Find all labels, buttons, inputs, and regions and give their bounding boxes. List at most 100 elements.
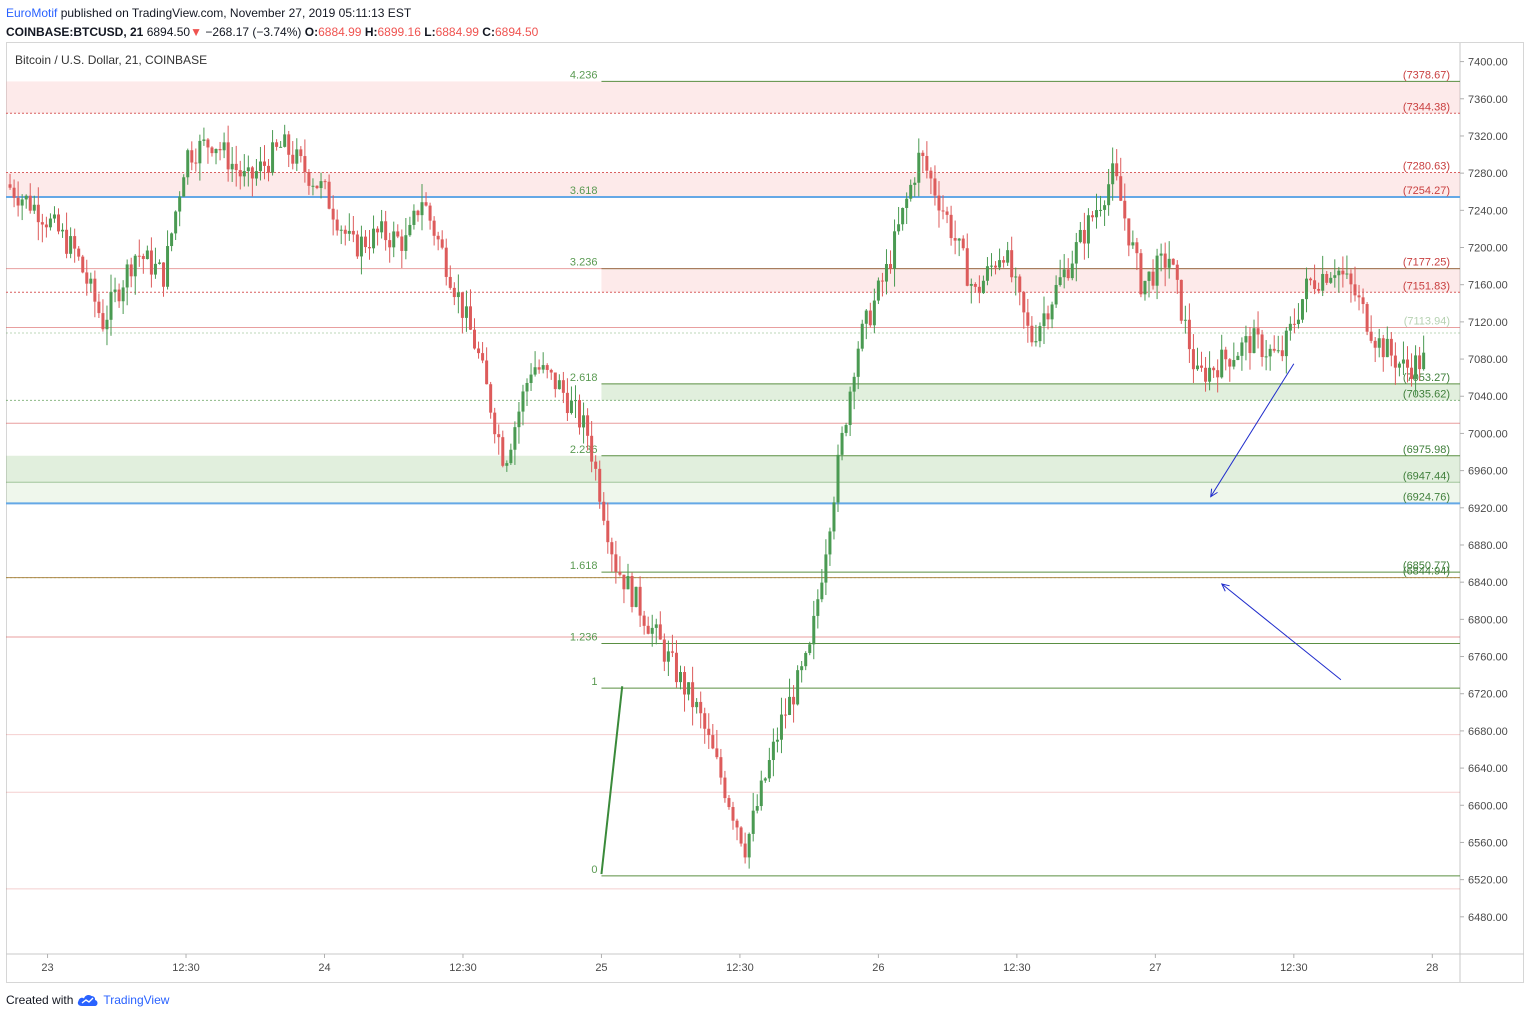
candle-body <box>1042 313 1046 327</box>
y-tick-label-19: 7240.00 <box>1468 205 1508 217</box>
y-tick-label-8: 6800.00 <box>1468 614 1508 626</box>
candle-body <box>12 187 16 198</box>
y-tick-label-1: 6520.00 <box>1468 875 1508 887</box>
candle-body <box>1115 163 1119 177</box>
candle-body <box>69 236 73 254</box>
candle-body <box>1280 350 1284 357</box>
candle-body <box>1034 341 1038 343</box>
candle-body <box>561 380 565 393</box>
candle-body <box>582 415 586 428</box>
candle-body <box>917 152 921 183</box>
candle-body <box>376 228 380 233</box>
candle-body <box>1171 258 1175 265</box>
candle-body <box>1292 323 1296 325</box>
candle-body <box>941 210 945 212</box>
candle-body <box>24 195 28 200</box>
candle-body <box>674 652 678 683</box>
candle-body <box>242 171 246 177</box>
publish-line: EuroMotif published on TradingView.com, … <box>6 4 538 23</box>
fib-label-0: 4.236 <box>570 69 598 81</box>
candle-body <box>1357 295 1361 298</box>
candle-body <box>989 265 993 267</box>
candle-body <box>994 265 998 268</box>
candle-body <box>828 531 832 555</box>
x-tick-label-4: 25 <box>595 962 607 974</box>
candle-body <box>630 576 634 607</box>
candle-body <box>913 182 917 185</box>
candle-body <box>509 449 513 464</box>
candle-body <box>638 586 642 616</box>
candle-body <box>553 372 557 390</box>
candle-body <box>32 204 36 211</box>
candle-body <box>1099 209 1103 211</box>
candle-body <box>295 149 299 164</box>
candle-body <box>202 139 206 141</box>
price-label-2: (7280.63) <box>1403 161 1450 173</box>
fib-label-4: 2.236 <box>570 444 598 456</box>
candle-body <box>1187 319 1191 350</box>
candle-body <box>1022 292 1026 313</box>
candle-body <box>262 161 266 166</box>
candle-body <box>473 329 477 349</box>
candle-body <box>1062 269 1066 278</box>
candle-body <box>1296 319 1300 325</box>
candle-body <box>957 238 961 241</box>
candle-body <box>1248 336 1252 354</box>
price-label-13: (6844.94) <box>1403 566 1450 578</box>
candle-body <box>319 181 323 189</box>
candle-body <box>1163 253 1167 268</box>
candle-body <box>953 238 957 241</box>
zone-green-4 <box>6 455 1460 483</box>
candle-body <box>1260 334 1264 358</box>
candle-body <box>137 255 141 257</box>
candle-body <box>424 202 428 206</box>
x-tick-label-8: 27 <box>1149 962 1161 974</box>
candle-body <box>347 230 351 234</box>
candle-body <box>1074 242 1078 264</box>
candle-body <box>275 142 279 147</box>
candle-body <box>1224 349 1228 360</box>
zone-green-light-5 <box>6 482 1460 504</box>
author-link[interactable]: EuroMotif <box>6 6 58 20</box>
candle-body <box>1030 325 1034 343</box>
candle-body <box>1240 342 1244 356</box>
candle-body <box>654 624 658 628</box>
candle-body <box>590 435 594 462</box>
candle-body <box>719 757 723 778</box>
candle-body <box>1119 176 1123 201</box>
chart-frame[interactable] <box>6 42 1524 983</box>
candle-body <box>335 219 339 231</box>
candle-body <box>125 264 129 288</box>
candle-body <box>909 184 913 199</box>
candle-body <box>751 810 755 834</box>
candle-body <box>28 195 32 211</box>
candle-body <box>485 360 489 385</box>
candle-body <box>666 651 670 662</box>
close-value: 6894.50 <box>494 25 539 39</box>
candle-body <box>796 670 800 705</box>
zone-green-3 <box>601 383 1460 401</box>
candle-body <box>113 289 117 292</box>
candle-body <box>1333 275 1337 278</box>
candle-body <box>246 167 250 172</box>
footer: Created with TradingView <box>6 991 169 1009</box>
candle-body <box>8 184 12 188</box>
candle-body <box>477 348 481 354</box>
candle-body <box>291 154 295 164</box>
candle-body <box>226 142 230 170</box>
tradingview-cloud-icon <box>78 994 98 1006</box>
candle-body <box>981 280 985 294</box>
candle-body <box>1139 253 1143 295</box>
candle-body <box>388 240 392 248</box>
candle-body <box>1018 276 1022 293</box>
tradingview-link[interactable]: TradingView <box>103 993 170 1007</box>
candle-body <box>525 382 529 392</box>
candle-body <box>1385 338 1389 358</box>
y-tick-label-20: 7280.00 <box>1468 168 1508 180</box>
candle-body <box>250 167 254 179</box>
candle-body <box>493 412 497 435</box>
candle-body <box>1208 367 1212 382</box>
candle-body <box>343 229 347 234</box>
down-arrow-icon: ▼ <box>190 25 202 39</box>
